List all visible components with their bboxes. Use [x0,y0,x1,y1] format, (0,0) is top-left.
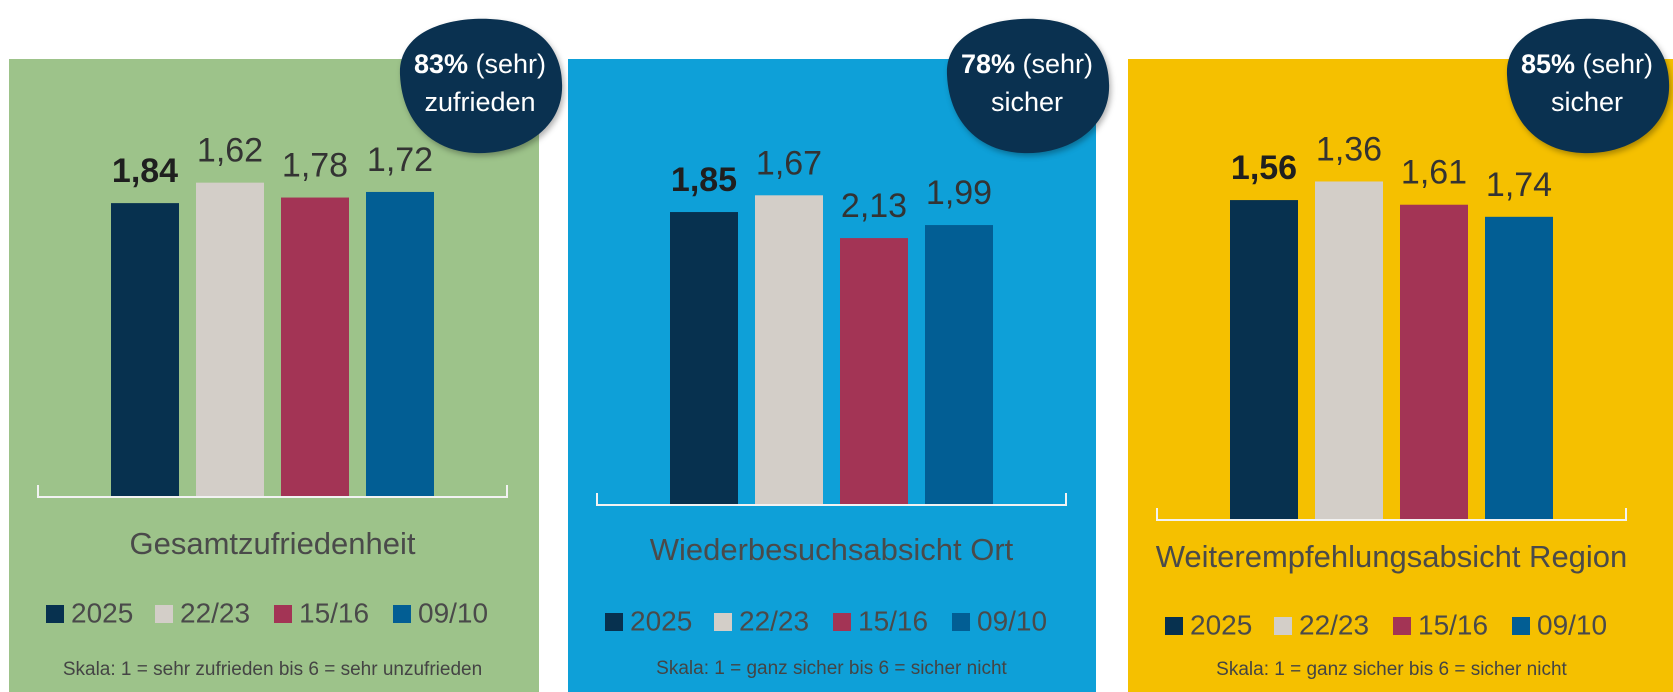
legend-label: 15/16 [858,605,928,636]
axis-bracket [596,493,1067,506]
legend-label: 15/16 [299,597,369,628]
legend-swatch [46,605,64,623]
value-label: 1,99 [926,174,992,212]
bar [755,195,823,505]
legend-swatch [1165,617,1183,635]
bar [1230,200,1298,520]
badge-line2: sicher [991,87,1063,117]
badge-line: 83% (sehr) [414,49,546,79]
value-label: 1,61 [1401,154,1467,192]
scale-note: Skala: 1 = ganz sicher bis 6 = sicher ni… [656,658,1007,679]
legend-swatch [1512,617,1530,635]
legend-swatch [1393,617,1411,635]
scale-note: Skala: 1 = ganz sicher bis 6 = sicher ni… [1216,659,1567,680]
legend-label: 09/10 [418,597,488,628]
bar [281,197,349,498]
axis-bracket [37,485,508,498]
legend-swatch [833,613,851,631]
legend-label: 22/23 [1299,609,1369,640]
badge-text: (sehr) [1583,49,1654,79]
legend-swatch [952,613,970,631]
value-label: 1,78 [282,147,348,185]
legend-label: 09/10 [1537,609,1607,640]
badge-blob [399,18,563,154]
category-label: Wiederbesuchsabsicht Ort [650,532,1014,567]
bar [840,238,908,505]
badge-highlight: 78% [961,49,1015,79]
badge-blob [946,18,1110,154]
badge-line: 78% (sehr) [961,49,1093,79]
legend-label: 09/10 [977,605,1047,636]
badge-line2: sicher [1551,87,1623,117]
panel-background [9,59,539,692]
chart-panel: 1,84 1,62 1,78 1,72 Gesamtzufriedenheit 2025 2… [9,18,563,692]
badge-highlight: 85% [1521,49,1575,79]
category-label: Gesamtzufriedenheit [129,526,415,561]
legend-swatch [605,613,623,631]
value-label: 1,62 [197,132,263,170]
legend-swatch [714,613,732,631]
bar [1400,204,1468,521]
legend-label: 2025 [71,597,133,628]
value-label: 1,72 [367,141,433,179]
bar [196,182,264,497]
legend-swatch [393,605,411,623]
badge-line: 85% (sehr) [1521,49,1653,79]
legend-label: 22/23 [180,597,250,628]
legend-label: 22/23 [739,605,809,636]
panel-background [568,59,1096,692]
value-label: 2,13 [841,187,907,225]
legend-label: 2025 [630,605,692,636]
bar [1485,216,1553,520]
legend-label: 15/16 [1418,609,1488,640]
bar [925,225,993,505]
bar [670,212,738,506]
legend-swatch [155,605,173,623]
legend-swatch [1274,617,1292,635]
value-label: 1,85 [671,161,737,199]
badge-highlight: 83% [414,49,468,79]
bar [366,191,434,497]
value-label: 1,84 [112,152,178,190]
legend-swatch [274,605,292,623]
bar [111,203,179,497]
value-label: 1,67 [756,144,822,182]
category-label: Weiterempfehlungsabsicht Region [1156,539,1628,574]
chart-panel: 1,85 1,67 2,13 1,99 Wiederbesuchsabsicht Ort… [568,18,1110,692]
value-label: 1,74 [1486,166,1552,204]
badge-blob [1506,18,1670,154]
axis-bracket [1156,508,1627,521]
value-label: 1,56 [1231,149,1297,187]
value-label: 1,36 [1316,130,1382,168]
chart-panel: 1,56 1,36 1,61 1,74 Weiterempfehlungsabsicht… [1128,18,1673,692]
badge-line2: zufrieden [424,87,535,117]
scale-note: Skala: 1 = sehr zufrieden bis 6 = sehr u… [63,659,482,680]
badge-text: (sehr) [476,49,547,79]
bar [1315,181,1383,521]
badge-text: (sehr) [1023,49,1094,79]
legend-label: 2025 [1190,609,1252,640]
